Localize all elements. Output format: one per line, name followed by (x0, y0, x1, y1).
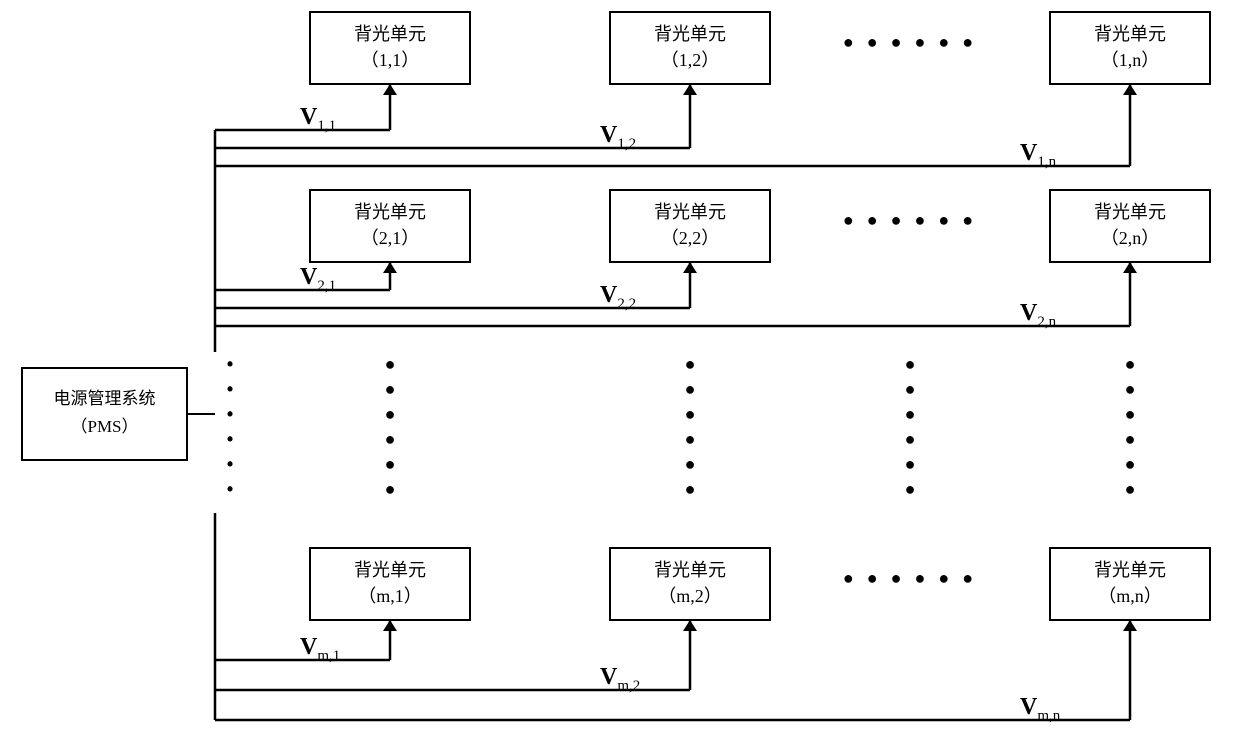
pms-label-line1: 电源管理系统 (54, 389, 156, 408)
vdot-x0-y2: ● (385, 404, 396, 424)
vdot-x0-y3: ● (385, 429, 396, 449)
vdot-x0-y1: ● (385, 379, 396, 399)
unit-label-coord-r2c0: （m,1） (358, 586, 422, 606)
vdot-x3-y5: ● (1125, 479, 1136, 499)
v-label-r2c1: Vm,2 (600, 664, 640, 694)
vdot-x3-y3: ● (1125, 429, 1136, 449)
v-label-r0c0: V1,1 (300, 104, 336, 134)
vdot-x1-y5: ● (685, 479, 696, 499)
trunk-vdot: • (227, 479, 233, 499)
unit-label-top-r2c2: 背光单元 (1094, 560, 1166, 580)
unit-label-top-r0c1: 背光单元 (654, 24, 726, 44)
v-label-r1c1: V2,2 (600, 282, 636, 312)
unit-box-r1c1 (610, 190, 770, 262)
unit-box-r0c2 (1050, 12, 1210, 84)
unit-box-r1c2 (1050, 190, 1210, 262)
v-label-r0c2: V1,n (1020, 140, 1057, 170)
vdot-x3-y0: ● (1125, 354, 1136, 374)
pms-box (22, 368, 187, 460)
vdot-x2-y4: ● (905, 454, 916, 474)
unit-label-top-r1c1: 背光单元 (654, 202, 726, 222)
unit-box-r1c0 (310, 190, 470, 262)
v-label-r1c0: V2,1 (300, 264, 336, 294)
hdots-row1: ● ● ● ● ● ● (843, 210, 977, 230)
v-label-r0c1: V1,2 (600, 122, 636, 152)
unit-label-top-r0c0: 背光单元 (354, 24, 426, 44)
vdot-x3-y2: ● (1125, 404, 1136, 424)
unit-label-coord-r1c1: （2,2） (661, 228, 720, 248)
unit-label-coord-r0c1: （1,2） (661, 50, 720, 70)
unit-label-coord-r1c0: （2,1） (361, 228, 420, 248)
vdot-x2-y0: ● (905, 354, 916, 374)
trunk-vdot: • (227, 404, 233, 424)
unit-label-top-r1c0: 背光单元 (354, 202, 426, 222)
hdots-row2: ● ● ● ● ● ● (843, 568, 977, 588)
vdot-x1-y3: ● (685, 429, 696, 449)
vdot-x1-y2: ● (685, 404, 696, 424)
unit-label-top-r2c0: 背光单元 (354, 560, 426, 580)
unit-label-coord-r1c2: （2,n） (1101, 228, 1160, 248)
diagram-canvas: 电源管理系统 （PMS） • • • • • • 背光单元 （1,1） 背光单元 （1,2） 背光单元 （… (0, 0, 1240, 752)
vdot-x2-y1: ● (905, 379, 916, 399)
unit-box-r2c0 (310, 548, 470, 620)
vdot-x0-y5: ● (385, 479, 396, 499)
unit-box-r0c0 (310, 12, 470, 84)
trunk-vdot: • (227, 379, 233, 399)
v-label-r1c2: V2,n (1020, 300, 1057, 330)
vdot-x0-y0: ● (385, 354, 396, 374)
unit-box-r2c1 (610, 548, 770, 620)
unit-label-coord-r2c1: （m,2） (658, 586, 722, 606)
unit-label-top-r2c1: 背光单元 (654, 560, 726, 580)
v-label-r2c2: Vm,n (1020, 694, 1061, 724)
unit-label-coord-r0c0: （1,1） (361, 50, 420, 70)
hdots-row0: ● ● ● ● ● ● (843, 32, 977, 52)
vdot-x1-y0: ● (685, 354, 696, 374)
vdot-x1-y4: ● (685, 454, 696, 474)
vdot-x3-y4: ● (1125, 454, 1136, 474)
trunk-vdot: • (227, 429, 233, 449)
vdot-x2-y3: ● (905, 429, 916, 449)
trunk-vdot: • (227, 454, 233, 474)
unit-label-coord-r0c2: （1,n） (1101, 50, 1160, 70)
trunk-vdot: • (227, 354, 233, 374)
vdot-x3-y1: ● (1125, 379, 1136, 399)
vdot-x0-y4: ● (385, 454, 396, 474)
vdot-x2-y5: ● (905, 479, 916, 499)
unit-label-coord-r2c2: （m,n） (1098, 586, 1162, 606)
unit-label-top-r1c2: 背光单元 (1094, 202, 1166, 222)
vdot-x2-y2: ● (905, 404, 916, 424)
vdot-x1-y1: ● (685, 379, 696, 399)
unit-label-top-r0c2: 背光单元 (1094, 24, 1166, 44)
unit-box-r0c1 (610, 12, 770, 84)
pms-label-line2: （PMS） (70, 417, 138, 436)
unit-box-r2c2 (1050, 548, 1210, 620)
v-label-r2c0: Vm,1 (300, 634, 340, 664)
